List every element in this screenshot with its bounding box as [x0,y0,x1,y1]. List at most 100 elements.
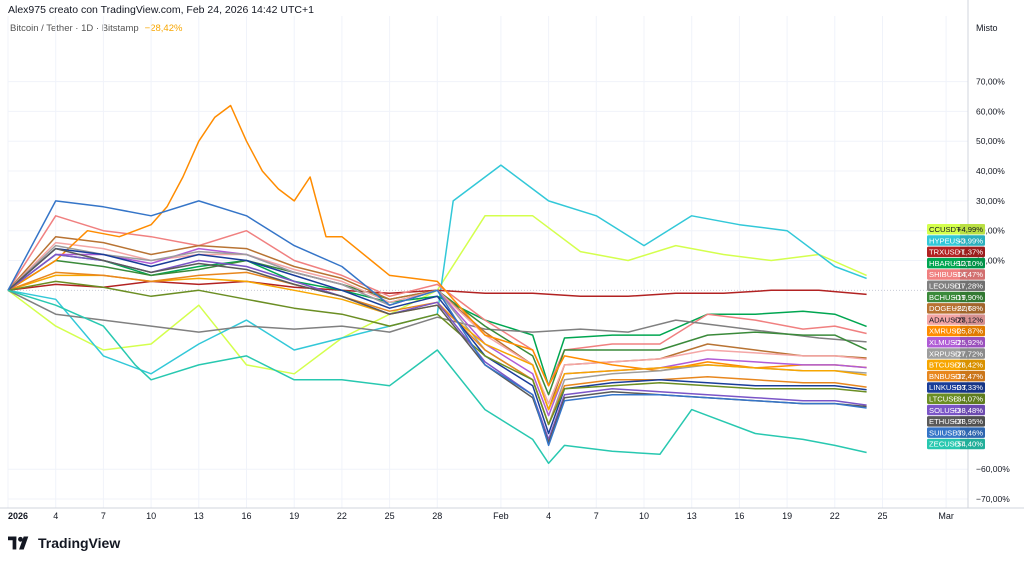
x-tick-label: 19 [782,511,792,521]
legend-badge-bg [927,246,985,258]
legend-badge-ethusdt: ETHUSDT−38,95% [927,416,985,427]
legend-badge-zecusdt: ZECUSDT−54,40% [927,438,985,450]
x-tick-label: 7 [101,511,106,521]
series-line-leousdt [7,289,867,343]
legend-badge-value: −39,46% [953,428,983,437]
x-tick-label: 13 [194,511,204,521]
legend-badge-name: HYPEUSD [929,236,966,245]
series-line-hypeusd [7,164,867,375]
legend-badge-bg [927,325,985,337]
y-tick-label: 20,00% [976,226,1005,236]
legend-badge-hypeusd: HYPEUSD+3,99% [927,235,985,246]
legend-badge-bg [927,291,985,303]
legend-badge-name: SHIBUSDT [929,270,968,279]
legend-badge-name: LINKUSDT [929,383,967,392]
legend: CCUSDT+4,99%HYPEUSD+3,99%TRXUSDT−1,37%HB… [927,224,985,450]
legend-badge-value: −27,72% [953,349,983,358]
legend-badge-bg [927,427,985,438]
legend-badge-bg [927,314,985,325]
legend-badge-value: −25,92% [953,338,983,347]
legend-badge-value-bg [960,280,985,291]
scale-mode-label: Misto [976,23,998,33]
x-tick-label: Feb [493,511,509,521]
legend-badge-bg [927,404,985,416]
symbol-info[interactable]: Bitcoin / Tether · 1D · Bitstamp −28,42% [10,23,182,34]
legend-badge-value-bg [960,404,985,416]
legend-badge-value-bg [960,382,985,393]
legend-badge-value: −28,42% [953,361,983,370]
legend-badge-bg [927,393,985,404]
legend-badge-btcusdt: BTCUSDT−28,42% [927,359,985,371]
legend-badge-bg [927,235,985,246]
legend-badge-value-bg [960,325,985,337]
legend-badge-value-bg [960,393,985,404]
legend-badge-suiusdt: SUIUSDT−39,46% [927,427,985,438]
tradingview-logo[interactable]: TradingView [8,535,120,551]
y-tick-label: 10,00% [976,256,1005,266]
x-tick-label: 10 [146,511,156,521]
axes: Misto −70,00% −60,00% 10,00% 20,00% 30,00% 40,… [0,0,1024,521]
legend-badge-hbarusdt: HBARUSDT−12,10% [927,257,985,269]
chart-grid [7,16,968,508]
series-line-solusd [7,253,867,441]
legend-badge-leousdt: LEOUSDT−17,28% [927,280,985,291]
legend-badge-name: BCHUSDT [929,293,966,302]
x-tick-label: 2026 [8,511,28,521]
legend-badge-value-bg [960,291,985,303]
legend-badge-xrpusdt: XRPUSDT−27,72% [927,348,985,359]
legend-badge-value: −1,37% [957,248,983,257]
legend-badge-value-bg [960,348,985,359]
legend-badge-name: BTCUSDT [929,361,965,370]
x-tick-label: 22 [337,511,347,521]
legend-badge-value: −12,10% [953,259,983,268]
legend-badge-value: −32,47% [953,372,983,381]
series-layer [7,104,867,465]
legend-badge-value-bg [960,224,985,235]
logo-text: TradingView [38,535,121,551]
legend-badge-value: −54,40% [953,440,983,449]
legend-badge-name: TRXUSDT [929,248,965,257]
legend-badge-value: −17,28% [953,282,983,291]
legend-badge-value-bg [960,235,985,246]
legend-badge-value-bg [960,257,985,269]
legend-badge-value: −23,12% [953,315,983,324]
y-tick-label: 60,00% [976,106,1005,116]
legend-badge-bg [927,257,985,269]
x-tick-label: 25 [385,511,395,521]
legend-badge-value-bg [960,303,985,314]
x-tick-label: 10 [639,511,649,521]
legend-badge-value-bg [960,438,985,450]
legend-badge-bchusdt: BCHUSDT−19,90% [927,291,985,303]
x-tick-label: 4 [546,511,551,521]
legend-badge-value-bg [960,416,985,427]
legend-badge-name: HBARUSDT [929,259,971,268]
series-line-dogeusdt [7,235,867,411]
x-tick-label: 4 [53,511,58,521]
legend-badge-xlmusd: XLMUSD−25,92% [927,337,985,348]
legend-badge-bg [927,269,985,280]
legend-badge-value: −22,68% [953,304,983,313]
legend-badge-bg [927,438,985,450]
legend-badge-bg [927,348,985,359]
series-line-bnbusdt [7,271,867,426]
series-line-suiusdt [7,200,867,447]
legend-badge-value-bg [960,314,985,325]
legend-badge-value-bg [960,370,985,382]
y-tick-label: −60,00% [976,464,1010,474]
legend-badge-name: ZECUSDT [929,440,965,449]
series-line-bchusdt [7,259,867,396]
legend-badge-ltcusd: LTCUSD−34,07% [927,393,985,404]
legend-badge-value: −33,33% [953,383,983,392]
legend-badge-value-bg [960,246,985,258]
legend-badge-value: −34,07% [953,395,983,404]
legend-badge-xmrusd: XMRUSD−25,87% [927,325,985,337]
legend-badge-dogeusdt: DOGEUSDT−22,68% [927,303,985,314]
x-tick-label: 19 [289,511,299,521]
series-line-shibusdt [7,215,867,387]
symbol-label: Bitcoin / Tether · 1D · Bitstamp [10,23,139,34]
legend-badge-value: −38,95% [953,417,983,426]
x-tick-label: 13 [687,511,697,521]
legend-badge-adausdt: ADAUSDT−23,12% [927,314,985,325]
legend-badge-name: SOLUSD [929,406,961,415]
